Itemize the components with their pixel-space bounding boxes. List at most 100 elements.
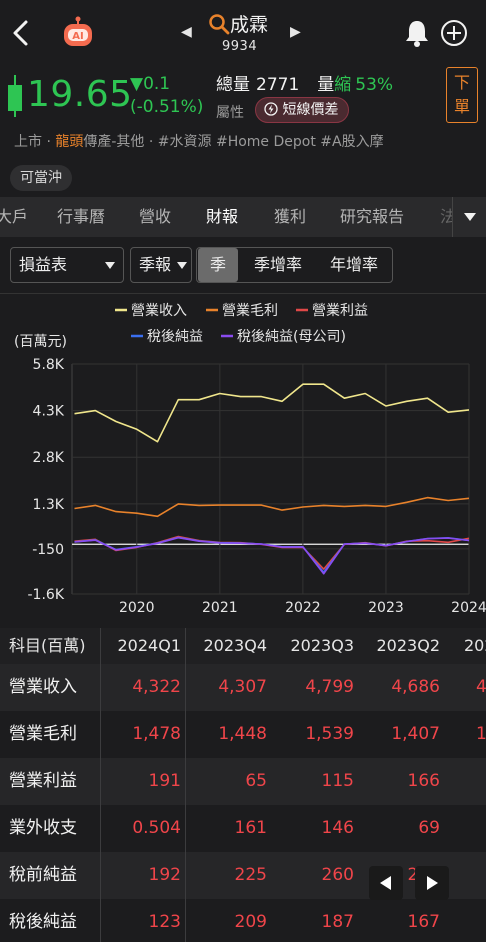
order-button-label-2: 單 <box>453 97 470 116</box>
table-cell: 1, <box>476 724 486 744</box>
table-cell: 4,322 <box>132 677 181 697</box>
qty-percent: 53% <box>355 75 394 95</box>
row-label: 營業毛利 <box>9 724 77 744</box>
table-cell: 4,686 <box>391 677 440 697</box>
ai-robot-icon[interactable]: AI <box>60 16 96 50</box>
bell-icon[interactable] <box>403 18 431 48</box>
volume-info: 總量 2771 量縮 53% <box>216 70 393 95</box>
table-cell: 0.504 <box>132 818 181 838</box>
y-tick-label: 2.8K <box>33 450 65 466</box>
table-cell: 1,448 <box>218 724 267 744</box>
x-tick-label: 2024 <box>451 600 486 616</box>
table-row: 營業毛利 1,478 1,448 1,539 1,407 1, <box>0 711 486 758</box>
tab-major-holders[interactable]: 大戶 <box>0 207 29 226</box>
table-row: 營業利益 191 65 115 166 <box>0 758 486 805</box>
legend-entry[interactable]: 稅後純益 <box>147 329 203 345</box>
qty-label: 量 <box>317 75 335 95</box>
column-header[interactable]: 2023Q3 <box>290 636 355 655</box>
table-cell: 1,539 <box>305 724 354 744</box>
caret-down-icon <box>464 213 476 221</box>
volume-label: 總量 <box>216 75 250 95</box>
price-change-percent: (-0.51%) <box>130 97 204 117</box>
tag-market[interactable]: 上市 <box>14 134 42 150</box>
y-tick-label: -150 <box>32 542 64 558</box>
x-tick-label: 2023 <box>368 600 404 616</box>
series-line <box>74 496 470 518</box>
row-label: 稅後純益 <box>9 912 77 932</box>
attribute-label: 屬性 <box>216 105 244 121</box>
segment-quarter[interactable]: 季 <box>198 248 238 282</box>
chart-x-ticks: 2020 2021 2022 2023 2024 <box>119 600 486 616</box>
table-row: 業外收支 0.504 161 146 69 <box>0 805 486 852</box>
growth-segment-control: 季 季增率 年增率 <box>196 247 393 283</box>
table-cell: 187 <box>321 912 354 932</box>
next-stock-arrow-icon[interactable]: ▶ <box>290 24 301 40</box>
tag-3[interactable]: #A股入摩 <box>320 134 384 150</box>
caret-down-icon <box>105 262 115 269</box>
table-cell <box>440 758 486 805</box>
tag-1[interactable]: #水資源 <box>157 134 212 150</box>
top-bar: AI ◀ 成霖 9934 ▶ <box>0 0 486 64</box>
tag-industry[interactable]: 傳產-其他 <box>83 134 145 150</box>
order-button-label-1: 下 <box>453 73 470 92</box>
table-header-row: 科目(百萬) 2024Q1 2023Q4 2023Q3 2023Q2 2023Q… <box>0 628 486 664</box>
scroll-left-button[interactable] <box>369 866 403 900</box>
column-header[interactable]: 2023Q4 <box>203 636 268 655</box>
legend-entry[interactable]: 營業毛利 <box>222 303 278 319</box>
table-cell <box>440 805 486 852</box>
add-watchlist-icon[interactable] <box>440 19 468 47</box>
triangle-left-icon <box>380 876 391 890</box>
chart-y-ticks: 5.8K 4.3K 2.8K 1.3K -150 -1.6K <box>28 357 65 603</box>
tag-leader[interactable]: 龍頭 <box>55 134 84 150</box>
table-row: 稅前純益192225260235 <box>0 852 486 899</box>
tab-financials[interactable]: 財報 <box>206 207 239 226</box>
legend-entry[interactable]: 稅後純益(母公司) <box>237 329 346 345</box>
back-icon[interactable] <box>8 16 34 50</box>
stock-name[interactable]: 成霖 <box>208 10 290 37</box>
attribute-tag[interactable]: 短線價差 <box>255 97 350 123</box>
statement-select[interactable]: 損益表 <box>10 247 124 283</box>
column-header[interactable]: 2023Q2 <box>376 636 441 655</box>
tab-bar: 大戶 行事曆 營收 財報 獲利 研究報告 法 <box>0 197 486 237</box>
series-line <box>74 536 470 575</box>
candle-icon <box>6 75 24 117</box>
tab-profit[interactable]: 獲利 <box>274 207 307 226</box>
lightning-icon <box>264 102 278 116</box>
period-select-value: 季報 <box>139 255 172 274</box>
column-header[interactable]: 2023Q1 <box>464 636 486 655</box>
tab-more-button[interactable] <box>452 197 486 237</box>
daytrade-badge: 可當沖 <box>10 165 72 191</box>
row-label: 營業利益 <box>9 771 77 791</box>
segment-qoq[interactable]: 季增率 <box>253 255 302 274</box>
column-header[interactable]: 2024Q1 <box>117 636 182 655</box>
y-tick-label: 5.8K <box>33 357 65 373</box>
table-cell: 4,799 <box>305 677 354 697</box>
table-row: 營業收入 4,322 4,307 4,799 4,686 4,1 <box>0 664 486 711</box>
segment-yoy[interactable]: 年增率 <box>329 255 378 274</box>
ai-label: AI <box>72 31 83 42</box>
stock-name-text: 成霖 <box>230 14 269 36</box>
triangle-right-icon <box>427 876 438 890</box>
tab-revenue[interactable]: 營收 <box>139 207 172 226</box>
tag-2[interactable]: #Home Depot <box>215 134 316 150</box>
period-select[interactable]: 季報 <box>130 247 192 283</box>
tab-research[interactable]: 研究報告 <box>340 207 405 226</box>
row-label: 稅前純益 <box>9 865 77 885</box>
legend-entry[interactable]: 營業收入 <box>131 303 187 319</box>
chart-series <box>74 383 470 575</box>
table-cell: 65 <box>245 771 267 791</box>
x-tick-label: 2022 <box>285 600 321 616</box>
prev-stock-arrow-icon[interactable]: ◀ <box>181 24 192 40</box>
table-cell: 4,1 <box>476 677 486 697</box>
order-button[interactable]: 下 單 <box>446 67 478 123</box>
x-tick-label: 2020 <box>119 600 155 616</box>
scroll-right-button[interactable] <box>415 866 449 900</box>
table-cell: 260 <box>321 865 354 885</box>
tab-calendar[interactable]: 行事曆 <box>57 207 106 226</box>
search-icon[interactable] <box>208 13 230 35</box>
chart-unit-label: (百萬元) <box>14 334 67 350</box>
legend-entry[interactable]: 營業利益 <box>312 303 368 319</box>
table-cell: 209 <box>234 912 267 932</box>
